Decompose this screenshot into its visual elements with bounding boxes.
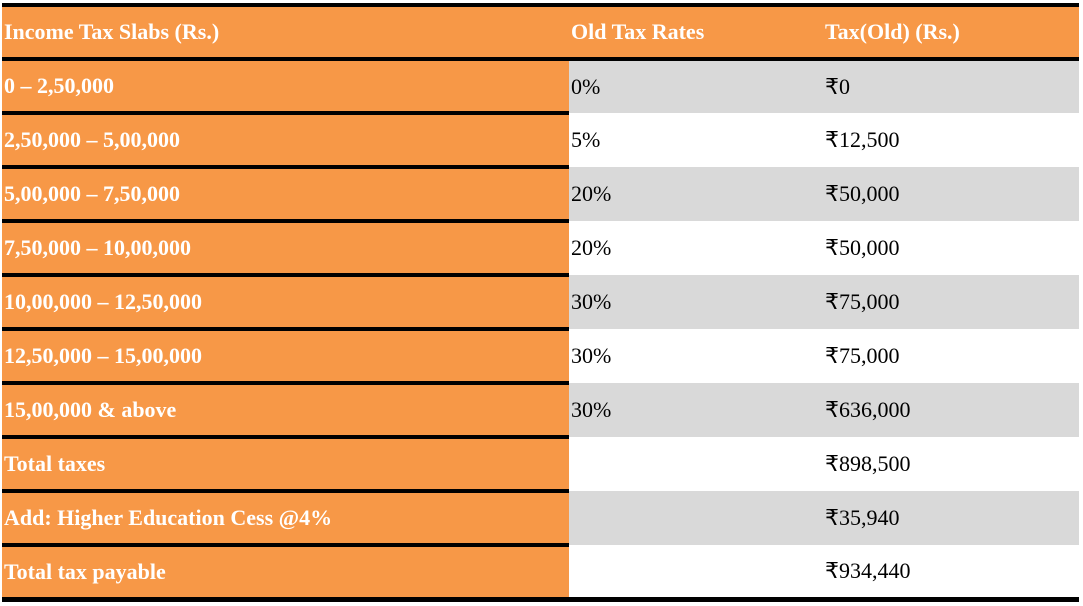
rate-cell: 30% bbox=[569, 275, 823, 329]
table-header-row: Income Tax Slabs (Rs.) Old Tax Rates Tax… bbox=[2, 3, 1079, 61]
rate-cell bbox=[569, 437, 823, 491]
table-row: 0 – 2,50,000 0% ₹0 bbox=[2, 59, 1079, 115]
rate-cell bbox=[569, 545, 823, 602]
table-row: 7,50,000 – 10,00,000 20% ₹50,000 bbox=[2, 221, 1079, 277]
slab-cell: 10,00,000 – 12,50,000 bbox=[2, 275, 569, 331]
tax-cell: ₹50,000 bbox=[823, 221, 1079, 275]
rate-cell: 30% bbox=[569, 329, 823, 383]
tax-cell: ₹75,000 bbox=[823, 275, 1079, 329]
rate-cell: 20% bbox=[569, 167, 823, 221]
slab-cell: Add: Higher Education Cess @4% bbox=[2, 491, 569, 547]
table-row: 2,50,000 – 5,00,000 5% ₹12,500 bbox=[2, 113, 1079, 169]
slab-cell: 12,50,000 – 15,00,000 bbox=[2, 329, 569, 385]
slab-cell: 15,00,000 & above bbox=[2, 383, 569, 439]
tax-cell: ₹75,000 bbox=[823, 329, 1079, 383]
rate-cell: 30% bbox=[569, 383, 823, 437]
table-row: 10,00,000 – 12,50,000 30% ₹75,000 bbox=[2, 275, 1079, 331]
total-taxes-row: Total taxes ₹898,500 bbox=[2, 437, 1079, 493]
tax-cell: ₹50,000 bbox=[823, 167, 1079, 221]
tax-cell: ₹12,500 bbox=[823, 113, 1079, 167]
tax-cell: ₹35,940 bbox=[823, 491, 1079, 545]
tax-cell: ₹0 bbox=[823, 59, 1079, 113]
tax-cell: ₹898,500 bbox=[823, 437, 1079, 491]
header-tax-old: Tax(Old) (Rs.) bbox=[823, 3, 1079, 61]
tax-cell: ₹934,440 bbox=[823, 545, 1079, 602]
tax-slab-table: Income Tax Slabs (Rs.) Old Tax Rates Tax… bbox=[2, 3, 1079, 602]
rate-cell bbox=[569, 491, 823, 545]
slab-cell: Total taxes bbox=[2, 437, 569, 493]
header-income-tax-slabs: Income Tax Slabs (Rs.) bbox=[2, 3, 569, 61]
slab-cell: 5,00,000 – 7,50,000 bbox=[2, 167, 569, 223]
tax-cell: ₹636,000 bbox=[823, 383, 1079, 437]
table-row: 5,00,000 – 7,50,000 20% ₹50,000 bbox=[2, 167, 1079, 223]
slab-cell: 2,50,000 – 5,00,000 bbox=[2, 113, 569, 169]
rate-cell: 5% bbox=[569, 113, 823, 167]
slab-cell: 0 – 2,50,000 bbox=[2, 59, 569, 115]
slab-cell: 7,50,000 – 10,00,000 bbox=[2, 221, 569, 277]
header-old-tax-rates: Old Tax Rates bbox=[569, 3, 823, 61]
total-tax-payable-row: Total tax payable ₹934,440 bbox=[2, 545, 1079, 602]
table-row: 12,50,000 – 15,00,000 30% ₹75,000 bbox=[2, 329, 1079, 385]
rate-cell: 20% bbox=[569, 221, 823, 275]
cess-row: Add: Higher Education Cess @4% ₹35,940 bbox=[2, 491, 1079, 547]
slab-cell: Total tax payable bbox=[2, 545, 569, 602]
table-row: 15,00,000 & above 30% ₹636,000 bbox=[2, 383, 1079, 439]
rate-cell: 0% bbox=[569, 59, 823, 113]
